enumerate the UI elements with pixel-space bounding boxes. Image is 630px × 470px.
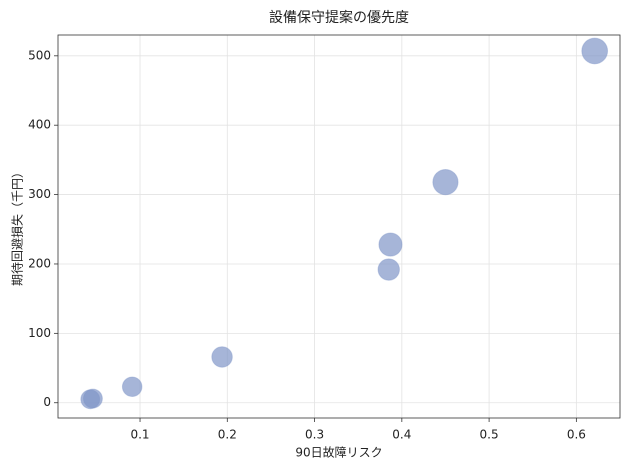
chart-title: 設備保守提案の優先度 [269,9,409,26]
x-tick-label: 0.3 [305,428,324,442]
x-tick-label: 0.5 [480,428,499,442]
y-axis-label: 期待回避損失（千円） [10,166,25,286]
y-tick-label: 500 [28,48,51,62]
x-axis-label: 90日故障リスク [295,445,382,460]
y-tick-label: 300 [28,187,51,201]
bubble [211,346,233,368]
x-tick-label: 0.4 [392,428,411,442]
y-tick-label: 0 [43,395,51,409]
bubble [377,258,400,281]
bubble [82,388,103,409]
x-tick-label: 0.1 [130,428,149,442]
bubble [378,232,403,257]
x-tick-label: 0.6 [567,428,586,442]
bubble [432,168,459,196]
bubble [121,376,143,398]
y-tick-label: 400 [28,118,51,132]
plot-frame [57,34,621,419]
y-tick-label: 200 [28,256,51,270]
x-tick-label: 0.2 [218,428,237,442]
bubble [581,37,609,65]
y-tick-label: 100 [28,326,51,340]
